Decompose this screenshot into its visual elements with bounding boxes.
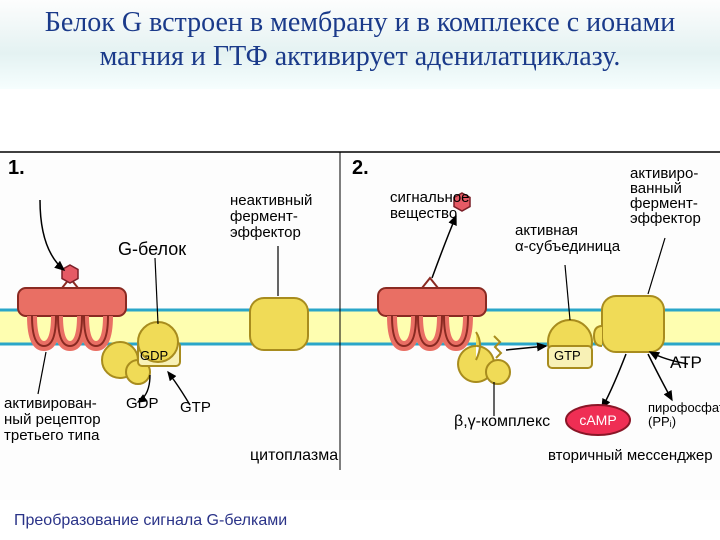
diagram: 1. 2. xyxy=(0,150,720,500)
label-gdp-in: GDP xyxy=(140,348,168,363)
ligand-release-arrow xyxy=(432,216,456,278)
label-signal-substance: сигнальное вещество xyxy=(390,189,474,222)
camp-arrow xyxy=(602,354,626,408)
label-cytoplasm: цитоплазма xyxy=(250,447,338,464)
label-bg-complex: β,γ-комплекс xyxy=(454,413,550,430)
effector-active-pointer xyxy=(648,238,665,294)
panel-2-num: 2. xyxy=(352,157,369,179)
ligand-1 xyxy=(62,265,78,283)
label-camp: cAMP xyxy=(579,412,616,428)
label-atp: ATP xyxy=(670,353,702,372)
effector-inactive xyxy=(250,298,308,350)
label-pyro: пирофосфат (PPᵢ) xyxy=(648,400,720,429)
alpha-move-arrow xyxy=(506,346,546,350)
label-gtp-small: GTP xyxy=(180,399,211,416)
footer-caption: Преобразование сигнала G-белками xyxy=(14,512,287,530)
receptor-pointer xyxy=(38,352,46,394)
label-active-alpha: активная α-субъединица xyxy=(515,222,621,255)
label-gdp-small: GDP xyxy=(126,395,159,412)
label-activated-receptor: активирован- ный рецептор третьего типа xyxy=(4,395,105,444)
label-inactive-enzyme: неактивный фермент- эффектор xyxy=(230,192,317,241)
label-active-enzyme: активиро- ванный фермент- эффектор xyxy=(630,165,703,227)
slide-title: Белок G встроен в мембрану и в комплексе… xyxy=(0,0,720,89)
label-second-messenger: вторичный мессенджер xyxy=(548,447,713,464)
title-text: Белок G встроен в мембрану и в комплексе… xyxy=(28,6,692,73)
panel-1-num: 1. xyxy=(8,157,25,179)
effector-active xyxy=(594,296,664,352)
ppi-arrow xyxy=(648,354,672,400)
arrow-to-receptor xyxy=(40,200,64,270)
label-gtp-in2: GTP xyxy=(554,348,581,363)
label-g-protein: G-белок xyxy=(118,239,186,259)
